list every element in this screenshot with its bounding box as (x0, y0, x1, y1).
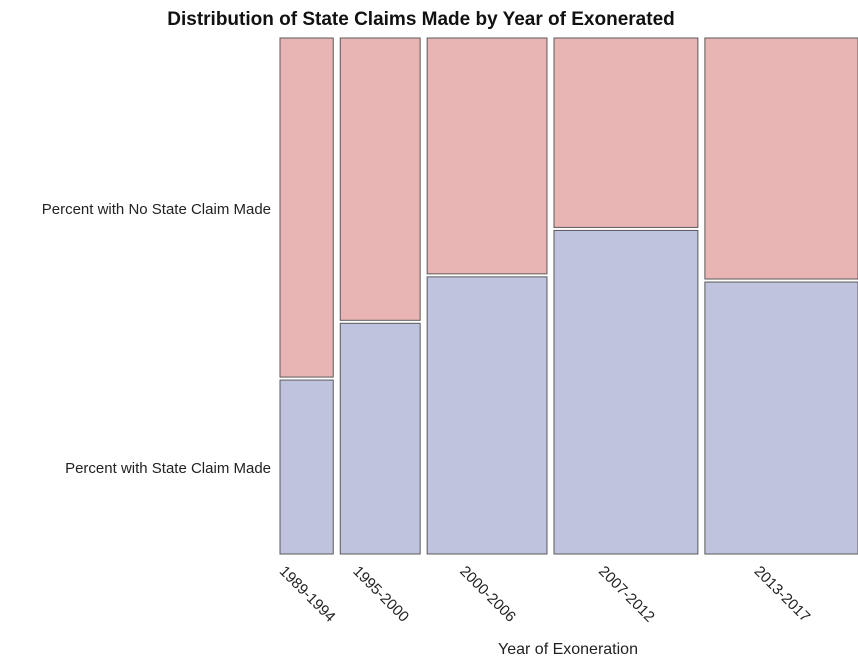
tile-no-state-claim-2007-2012 (553, 37, 699, 228)
x-tick-label-1989-1994: 1989-1994 (276, 563, 339, 626)
x-tick-label-1995-2000: 1995-2000 (349, 563, 412, 626)
row-label-claim: Percent with State Claim Made (65, 460, 271, 477)
x-axis-ticks: 1989-1994 1995-2000 2000-2006 2007-2012 2013… (276, 563, 814, 626)
chart-title: Distribution of State Claims Made by Yea… (167, 9, 675, 30)
tile-state-claim-2007-2012 (553, 229, 699, 555)
tile-state-claim-2000-2006 (426, 276, 548, 555)
plot-area (279, 37, 858, 555)
tile-no-state-claim-1995-2000 (339, 37, 421, 321)
tile-state-claim-1995-2000 (339, 322, 421, 555)
x-tick-label-2007-2012: 2007-2012 (595, 563, 658, 626)
tile-no-state-claim-2000-2006 (426, 37, 548, 275)
tile-no-state-claim-1989-1994 (279, 37, 334, 378)
tile-state-claim-1989-1994 (279, 379, 334, 555)
tile-state-claim-2013-2017 (704, 281, 858, 555)
row-label-no-claim: Percent with No State Claim Made (42, 201, 271, 218)
tile-no-state-claim-2013-2017 (704, 37, 858, 280)
x-tick-label-2013-2017: 2013-2017 (751, 563, 814, 626)
x-tick-label-2000-2006: 2000-2006 (456, 563, 519, 626)
x-axis-label: Year of Exoneration (498, 641, 638, 658)
